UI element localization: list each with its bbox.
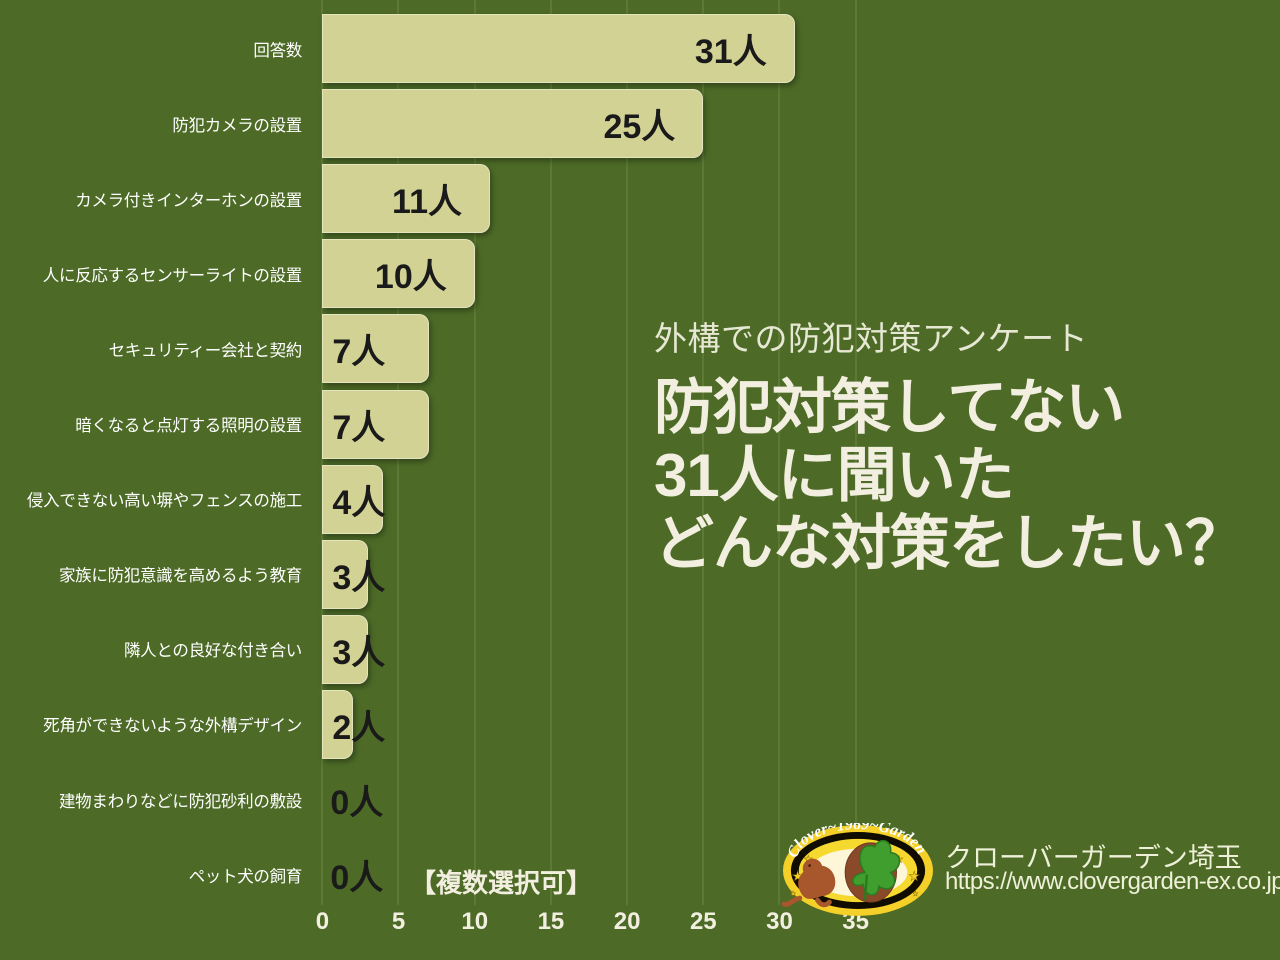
svg-text:★: ★: [790, 890, 796, 898]
svg-text:★: ★: [908, 868, 920, 883]
svg-text:★: ★: [912, 890, 918, 898]
